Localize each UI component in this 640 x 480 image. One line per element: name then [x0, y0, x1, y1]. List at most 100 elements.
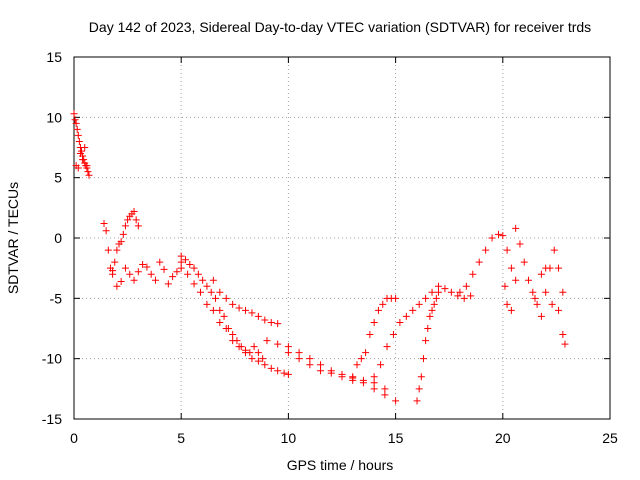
data-point-marker [196, 288, 204, 296]
data-point-marker [74, 131, 82, 139]
data-point-marker [362, 349, 370, 357]
data-point-marker [254, 312, 262, 320]
data-point-marker [422, 294, 430, 302]
data-point-marker [462, 282, 470, 290]
data-point-marker [248, 355, 256, 363]
data-point-marker [306, 361, 314, 369]
data-point-marker [317, 367, 325, 375]
data-point-marker [259, 355, 267, 363]
data-point-marker [70, 110, 78, 118]
data-point-marker [267, 318, 275, 326]
data-point-marker [525, 276, 533, 284]
data-point-marker [160, 265, 168, 273]
data-point-marker [284, 370, 292, 378]
data-marks [70, 110, 569, 405]
data-point-marker [370, 379, 378, 387]
data-point-marker [284, 343, 292, 351]
data-point-marker [548, 300, 556, 308]
data-point-marker [124, 216, 132, 224]
data-point-marker [261, 361, 269, 369]
data-point-marker [216, 288, 224, 296]
y-tick-label: 5 [54, 170, 62, 186]
data-point-marker [85, 171, 93, 179]
data-point-marker [254, 349, 262, 357]
data-point-marker [132, 216, 140, 224]
data-point-marker [428, 288, 436, 296]
data-point-marker [199, 276, 207, 284]
data-point-marker [274, 367, 282, 375]
data-point-marker [147, 270, 155, 278]
data-point-marker [117, 277, 125, 285]
data-point-marker [274, 320, 282, 328]
x-axis-label: GPS time / hours [287, 457, 394, 473]
y-tick-label: -5 [50, 290, 63, 306]
data-point-marker [419, 355, 427, 363]
data-point-marker [83, 162, 91, 170]
data-point-marker [447, 288, 455, 296]
data-point-marker [503, 300, 511, 308]
data-point-marker [377, 361, 385, 369]
data-point-marker [349, 373, 357, 381]
data-point-marker [507, 306, 515, 314]
data-point-marker [516, 240, 524, 248]
data-point-marker [280, 369, 288, 377]
data-point-marker [542, 264, 550, 272]
x-tick-label: 15 [388, 430, 404, 446]
data-point-marker [512, 224, 520, 232]
data-point-marker [357, 355, 365, 363]
data-point-marker [559, 331, 567, 339]
data-point-marker [74, 164, 82, 172]
data-point-marker [381, 391, 389, 399]
data-point-marker [222, 294, 230, 302]
data-point-marker [370, 373, 378, 381]
data-point-marker [121, 222, 129, 230]
data-point-marker [317, 361, 325, 369]
data-point-marker [550, 246, 558, 254]
data-point-marker [71, 116, 79, 124]
data-point-marker [456, 288, 464, 296]
data-point-marker [184, 270, 192, 278]
data-point-marker [261, 316, 269, 324]
data-point-marker [143, 263, 151, 271]
data-point-marker [229, 331, 237, 339]
data-point-marker [119, 230, 127, 238]
data-point-marker [117, 238, 125, 246]
data-point-marker [533, 300, 541, 308]
data-point-marker [555, 264, 563, 272]
data-point-marker [186, 261, 194, 269]
data-point-marker [501, 282, 509, 290]
x-tick-labels: 0 5 10 15 20 25 [70, 430, 618, 446]
y-tick-label: -15 [42, 411, 62, 427]
data-point-marker [415, 300, 423, 308]
data-point-marker [379, 300, 387, 308]
y-tick-label: 10 [46, 109, 62, 125]
data-point-marker [488, 234, 496, 242]
data-point-marker [216, 306, 224, 314]
data-point-marker [235, 343, 243, 351]
data-point-marker [495, 230, 503, 238]
data-point-marker [212, 294, 220, 302]
data-point-marker [503, 246, 511, 254]
data-point-marker [559, 288, 567, 296]
data-point-marker [537, 312, 545, 320]
data-point-marker [130, 207, 138, 215]
data-point-marker [181, 256, 189, 264]
y-tick-labels: -15 -10 -5 0 5 10 15 [42, 49, 62, 427]
data-point-marker [216, 318, 224, 326]
data-point-marker [413, 397, 421, 405]
data-point-marker [374, 306, 382, 314]
data-point-marker [222, 325, 230, 332]
data-point-marker [76, 150, 84, 158]
data-point-marker [248, 309, 256, 317]
data-point-marker [441, 285, 449, 293]
data-point-marker [139, 261, 147, 269]
data-point-marker [454, 292, 462, 300]
data-point-marker [229, 300, 237, 308]
data-point-marker [134, 268, 142, 276]
data-point-marker [432, 294, 440, 302]
data-point-marker [460, 294, 468, 302]
data-point-marker [284, 349, 292, 357]
data-point-marker [469, 270, 477, 278]
data-point-marker [111, 258, 119, 266]
